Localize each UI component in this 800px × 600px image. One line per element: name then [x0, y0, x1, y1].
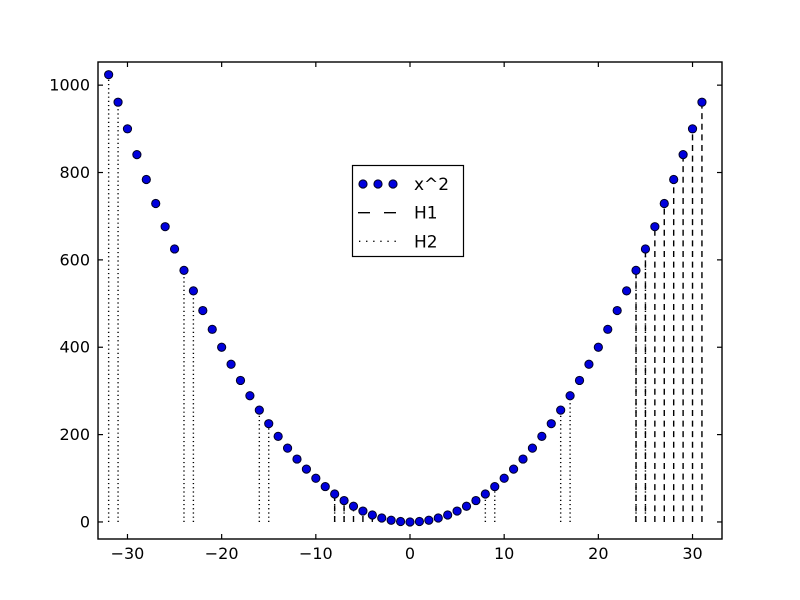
legend-label-h1: H1 — [414, 204, 438, 224]
data-point — [320, 481, 330, 492]
x-tick-label: −30 — [111, 544, 145, 563]
y-tick-label: 0 — [80, 512, 90, 531]
data-point — [697, 97, 707, 107]
data-point — [113, 97, 123, 107]
data-point — [471, 495, 481, 506]
x-tick-label: 20 — [588, 544, 608, 563]
data-point — [669, 174, 679, 185]
data-point — [207, 324, 217, 334]
data-point — [188, 286, 198, 296]
data-point — [584, 359, 594, 369]
data-point — [122, 124, 133, 134]
data-point — [640, 244, 651, 254]
data-point — [160, 222, 170, 232]
data-point — [311, 473, 321, 483]
data-point — [348, 501, 359, 511]
data-point — [377, 513, 387, 523]
legend-box — [351, 164, 465, 258]
data-point — [330, 489, 340, 499]
data-point — [452, 506, 462, 516]
data-point — [169, 244, 180, 254]
y-tick-label: 400 — [59, 338, 90, 357]
data-point — [603, 324, 613, 334]
data-point — [217, 342, 227, 352]
x-tick-label: 10 — [494, 544, 514, 563]
data-point — [254, 405, 264, 415]
data-point — [631, 265, 641, 275]
data-point — [358, 506, 368, 516]
data-point — [565, 391, 575, 401]
legend-label-x2: x^2 — [414, 175, 449, 195]
y-tick-label: 200 — [59, 425, 90, 444]
data-point — [235, 375, 246, 386]
data-point — [367, 510, 377, 520]
legend-label-h2: H2 — [414, 232, 438, 252]
x-tick-label: −10 — [299, 544, 333, 563]
data-point — [461, 501, 472, 511]
data-point — [556, 405, 566, 415]
data-point — [245, 391, 255, 401]
y-tick-label: 800 — [59, 163, 90, 182]
data-point — [264, 419, 274, 429]
data-point — [574, 375, 585, 386]
data-point — [650, 222, 660, 232]
data-point — [395, 516, 406, 527]
data-point — [499, 473, 509, 483]
x-tick-label: 30 — [682, 544, 702, 563]
data-point — [537, 431, 547, 441]
data-point — [518, 454, 528, 464]
data-point — [678, 150, 688, 160]
data-point — [546, 419, 556, 429]
data-point — [292, 454, 302, 464]
y-tick-label: 600 — [59, 250, 90, 269]
data-point — [414, 516, 425, 527]
data-point — [405, 517, 415, 527]
data-point — [141, 174, 151, 185]
data-point — [198, 305, 208, 316]
data-point — [424, 515, 434, 525]
data-point — [508, 464, 519, 474]
data-point — [612, 305, 622, 316]
data-point — [386, 515, 396, 525]
data-point — [282, 443, 293, 453]
legend-marker-dot — [388, 179, 398, 189]
plot-area — [98, 62, 722, 539]
data-point — [301, 464, 312, 474]
data-point — [659, 198, 669, 209]
y-tick-label: 1000 — [49, 76, 90, 95]
data-point — [687, 124, 698, 134]
data-point — [433, 513, 443, 523]
data-point — [104, 70, 114, 80]
x-tick-label: 0 — [405, 544, 415, 563]
legend-marker-dot — [373, 179, 383, 189]
data-point — [527, 443, 538, 453]
data-point — [151, 198, 161, 209]
data-point — [132, 150, 142, 160]
data-point — [226, 359, 236, 369]
data-point — [273, 431, 283, 441]
data-point — [339, 495, 349, 506]
data-point — [622, 286, 632, 296]
data-point — [443, 510, 453, 520]
x-tick-label: −20 — [205, 544, 239, 563]
data-point — [179, 265, 189, 275]
legend-marker-dot — [358, 179, 368, 189]
data-point — [480, 489, 490, 499]
data-point — [490, 481, 500, 492]
data-point — [593, 342, 603, 352]
